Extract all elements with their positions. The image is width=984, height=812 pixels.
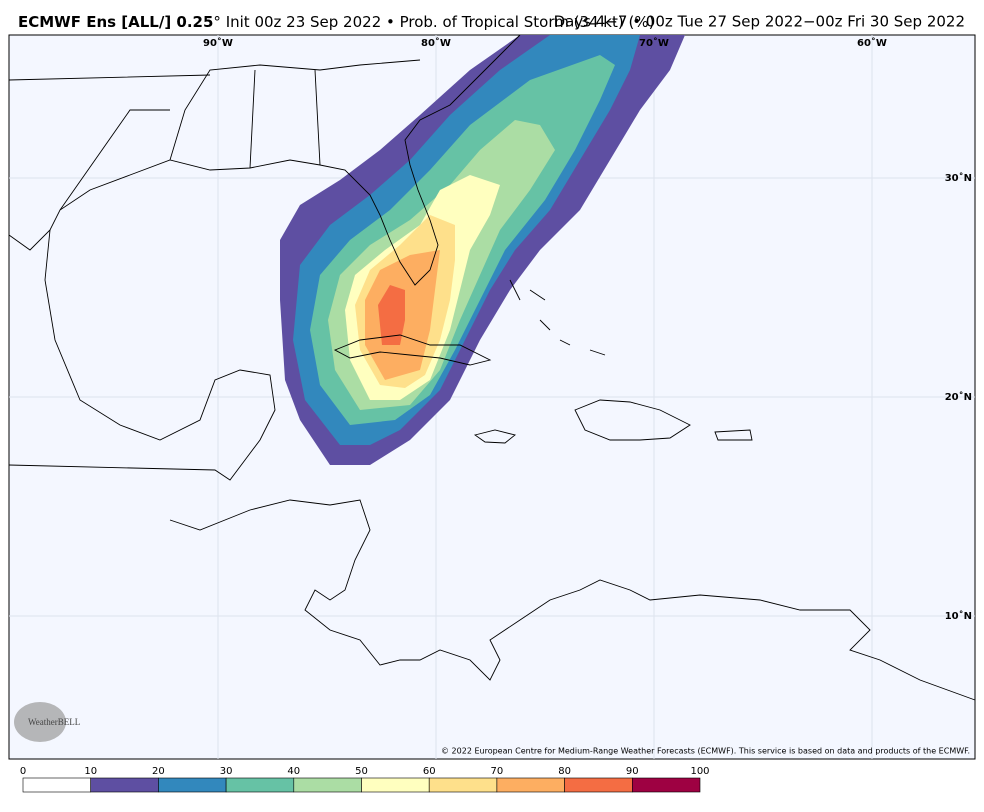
colorbar-bin	[90, 777, 159, 793]
lat-label: 30˚N	[945, 172, 972, 184]
central-america	[169, 499, 976, 701]
cuba	[333, 334, 492, 366]
colorbar-label: 30	[220, 766, 233, 777]
inland-borders	[8, 59, 421, 211]
colorbar-bin	[158, 777, 227, 793]
coastlines	[8, 34, 976, 701]
valid-time: Days 4−7 • 00z Tue 27 Sep 2022−00z Fri 3…	[554, 13, 965, 31]
colorbar-bin	[293, 777, 362, 793]
colorbar-label: 20	[152, 766, 165, 777]
lat-label: 20˚N	[945, 391, 972, 403]
hispaniola	[574, 399, 691, 441]
jamaica	[473, 429, 516, 444]
colorbar-label: 10	[84, 766, 97, 777]
colorbar-label: 90	[626, 766, 639, 777]
colorbar-label: 70	[491, 766, 504, 777]
lon-label: 80˚W	[421, 37, 451, 49]
copyright: © 2022 European Centre for Medium-Range …	[441, 747, 970, 756]
colorbar-bin	[496, 777, 565, 793]
colorbar-label: 50	[355, 766, 368, 777]
colorbar-bin	[564, 777, 633, 793]
title: ECMWF Ens [ALL/] 0.25° Init 00z 23 Sep 2…	[18, 13, 654, 31]
colorbar-label: 60	[423, 766, 436, 777]
lon-label: 70˚W	[639, 37, 669, 49]
lat-label: 10˚N	[945, 610, 972, 622]
lon-label: 60˚W	[857, 37, 887, 49]
title-rest: ° Init 00z 23 Sep 2022 • Prob. of Tropic…	[213, 13, 654, 31]
gulf-coast	[8, 34, 521, 286]
probability-contours	[280, 35, 685, 465]
logo-swirl	[14, 702, 66, 742]
lon-label: 90˚W	[203, 37, 233, 49]
logo-text: WeatherBELL	[28, 717, 80, 727]
graticule-labels: 90˚W 80˚W 70˚W 60˚W 30˚N 20˚N 10˚N	[203, 37, 972, 622]
colorbar-label: 0	[20, 766, 26, 777]
colorbar-bin	[361, 777, 430, 793]
colorbar: 0 10 20 30 40 50 60 70 80 90 100	[20, 766, 710, 793]
colorbar-label: 80	[558, 766, 571, 777]
colorbar-bin	[22, 777, 91, 793]
graticule	[9, 35, 975, 759]
colorbar-bin	[225, 777, 295, 793]
bahamas	[509, 279, 606, 356]
mexico-coast	[8, 229, 276, 481]
puerto-rico	[714, 429, 753, 441]
colorbar-bin	[631, 777, 701, 793]
colorbar-label: 100	[690, 766, 709, 777]
logo: WeatherBELL	[14, 702, 80, 742]
colorbar-bin	[428, 777, 498, 793]
contour-fill	[378, 285, 405, 345]
title-bold: ECMWF Ens [ALL/] 0.25	[18, 13, 213, 31]
colorbar-label: 40	[287, 766, 300, 777]
